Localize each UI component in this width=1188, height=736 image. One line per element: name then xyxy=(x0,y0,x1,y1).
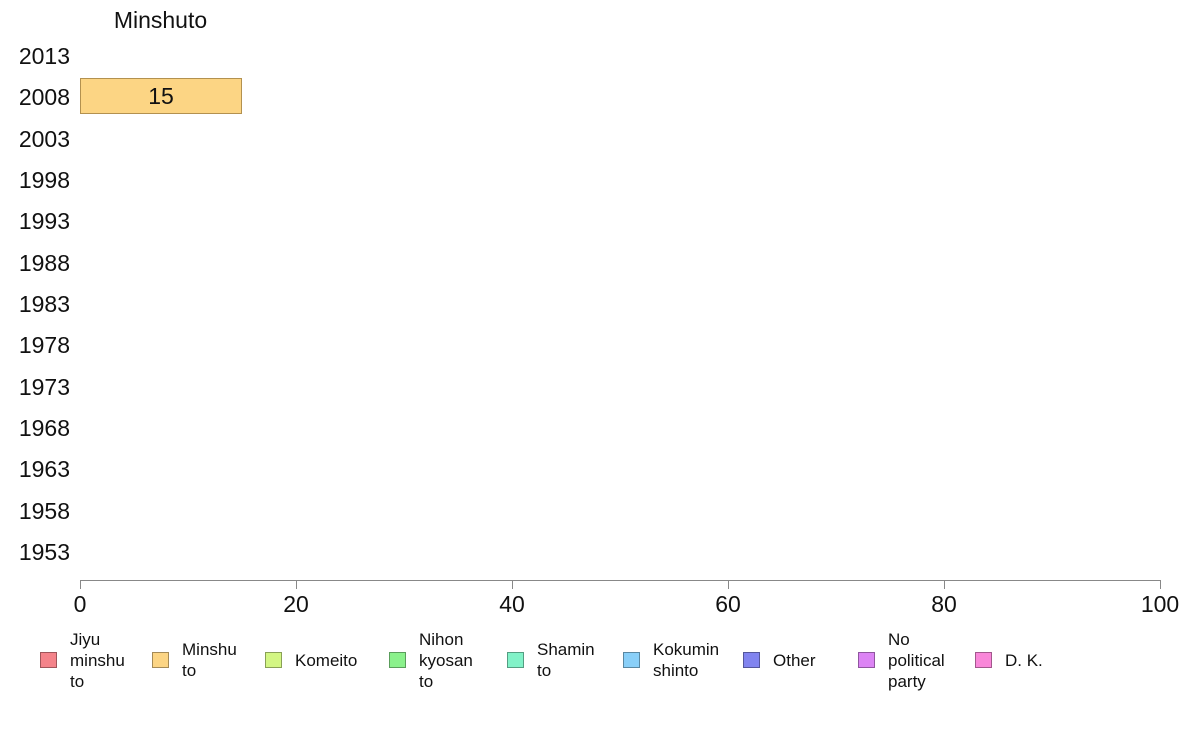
y-tick-label: 1993 xyxy=(18,208,70,234)
x-tick-label: 0 xyxy=(73,591,87,617)
legend-label: Minshu to xyxy=(182,640,237,680)
x-tick-label: 40 xyxy=(499,591,525,617)
legend-swatch-d-k xyxy=(975,652,992,668)
y-tick-label: 1998 xyxy=(18,167,70,193)
x-tick-mark xyxy=(728,580,729,589)
legend-swatch-no-political-party xyxy=(858,652,875,668)
y-tick-label: 2003 xyxy=(18,126,70,152)
bar-value-label: 15 xyxy=(148,82,174,109)
legend-label: Shamin to xyxy=(537,640,595,680)
legend-label: No political party xyxy=(888,629,945,691)
legend-item-komeito: Komeito xyxy=(265,626,357,694)
y-tick-label: 1953 xyxy=(18,539,70,565)
legend-item-no-political-party: No political party xyxy=(858,626,945,694)
legend-item-kokumin-shinto: Kokumin shinto xyxy=(623,626,719,694)
legend-swatch-other xyxy=(743,652,760,668)
legend-label: Nihon kyosan to xyxy=(419,629,473,691)
y-tick-label: 1983 xyxy=(18,291,70,317)
x-tick-mark xyxy=(1160,580,1161,589)
x-tick-mark xyxy=(512,580,513,589)
legend-label: D. K. xyxy=(1005,650,1043,670)
legend-swatch-komeito xyxy=(265,652,282,668)
y-tick-label: 1988 xyxy=(18,250,70,276)
legend-item-minshu-to: Minshu to xyxy=(152,626,237,694)
legend-item-other: Other xyxy=(743,626,816,694)
x-tick-mark xyxy=(296,580,297,589)
bar-2008-minshuto: 15 xyxy=(80,78,242,114)
legend-item-d-k: D. K. xyxy=(975,626,1043,694)
legend-swatch-minshu-to xyxy=(152,652,169,668)
x-tick-label: 20 xyxy=(283,591,309,617)
y-tick-label: 1963 xyxy=(18,456,70,482)
x-tick-mark xyxy=(80,580,81,589)
legend-item-jiyu-minshu-to: Jiyu minshu to xyxy=(40,626,125,694)
legend-label: Jiyu minshu to xyxy=(70,629,125,691)
legend-label: Kokumin shinto xyxy=(653,640,720,680)
chart-legend: Jiyu minshu to Minshu to Komeito Nihon k… xyxy=(0,626,1188,694)
legend-item-nihon-kyosan-to: Nihon kyosan to xyxy=(389,626,473,694)
chart-title: Minshuto xyxy=(113,7,208,33)
y-tick-label: 1958 xyxy=(18,498,70,524)
legend-item-shamin-to: Shamin to xyxy=(507,626,595,694)
x-axis-line xyxy=(80,580,1161,581)
y-tick-label: 1968 xyxy=(18,415,70,441)
y-tick-label: 2008 xyxy=(18,84,70,110)
legend-label: Other xyxy=(773,650,816,670)
y-tick-label: 1978 xyxy=(18,332,70,358)
legend-label: Komeito xyxy=(295,650,358,670)
x-tick-label: 100 xyxy=(1140,591,1180,617)
x-tick-label: 60 xyxy=(715,591,741,617)
x-tick-label: 80 xyxy=(931,591,957,617)
y-tick-label: 1973 xyxy=(18,374,70,400)
legend-swatch-jiyu-minshu-to xyxy=(40,652,57,668)
legend-swatch-kokumin-shinto xyxy=(623,652,640,668)
legend-swatch-nihon-kyosan-to xyxy=(389,652,406,668)
legend-swatch-shamin-to xyxy=(507,652,524,668)
x-tick-mark xyxy=(944,580,945,589)
y-tick-label: 2013 xyxy=(18,43,70,69)
